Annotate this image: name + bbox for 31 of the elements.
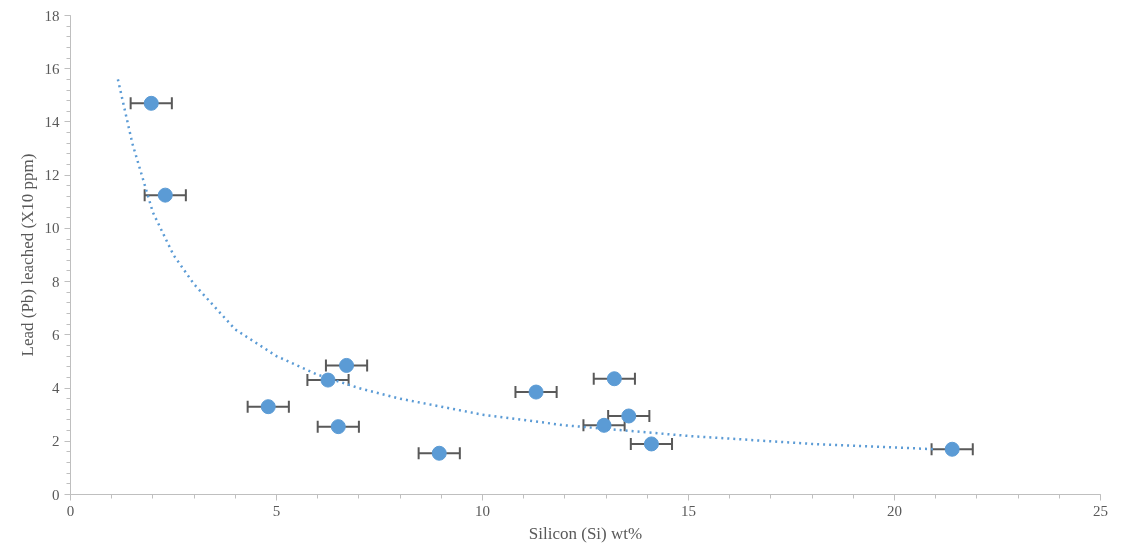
y-tick-label: 16 bbox=[44, 60, 60, 77]
point bbox=[157, 187, 173, 203]
point bbox=[621, 408, 637, 424]
y-tick-label: 8 bbox=[52, 273, 60, 290]
y-tick-label: 10 bbox=[44, 220, 60, 237]
x-tick-label: 0 bbox=[66, 502, 75, 519]
y-axis-title: Lead (Pb) leached (X10 ppm) bbox=[17, 153, 37, 357]
x-tick-label: 25 bbox=[1093, 502, 1108, 519]
point bbox=[431, 445, 447, 461]
point bbox=[606, 371, 622, 387]
point bbox=[944, 441, 960, 457]
point bbox=[528, 384, 544, 400]
point bbox=[339, 357, 355, 373]
point bbox=[330, 419, 346, 435]
x-tick-label: 15 bbox=[681, 502, 696, 519]
y-tick-label: 2 bbox=[52, 433, 60, 450]
point bbox=[643, 436, 659, 452]
point bbox=[320, 372, 336, 388]
x-tick-label: 5 bbox=[272, 502, 281, 519]
y-tick-label: 18 bbox=[44, 7, 60, 24]
y-tick-label: 12 bbox=[44, 167, 60, 184]
x-axis-title: Silicon (Si) wt% bbox=[528, 523, 643, 543]
y-tick-label: 0 bbox=[52, 486, 60, 503]
y-tick-label: 14 bbox=[44, 113, 60, 130]
point bbox=[260, 399, 276, 415]
y-tick-label: 4 bbox=[52, 380, 60, 397]
x-tick-label: 10 bbox=[475, 502, 490, 519]
x-tick-label: 20 bbox=[887, 502, 902, 519]
point bbox=[143, 95, 159, 111]
y-tick-label: 6 bbox=[52, 326, 60, 343]
point bbox=[596, 417, 612, 433]
